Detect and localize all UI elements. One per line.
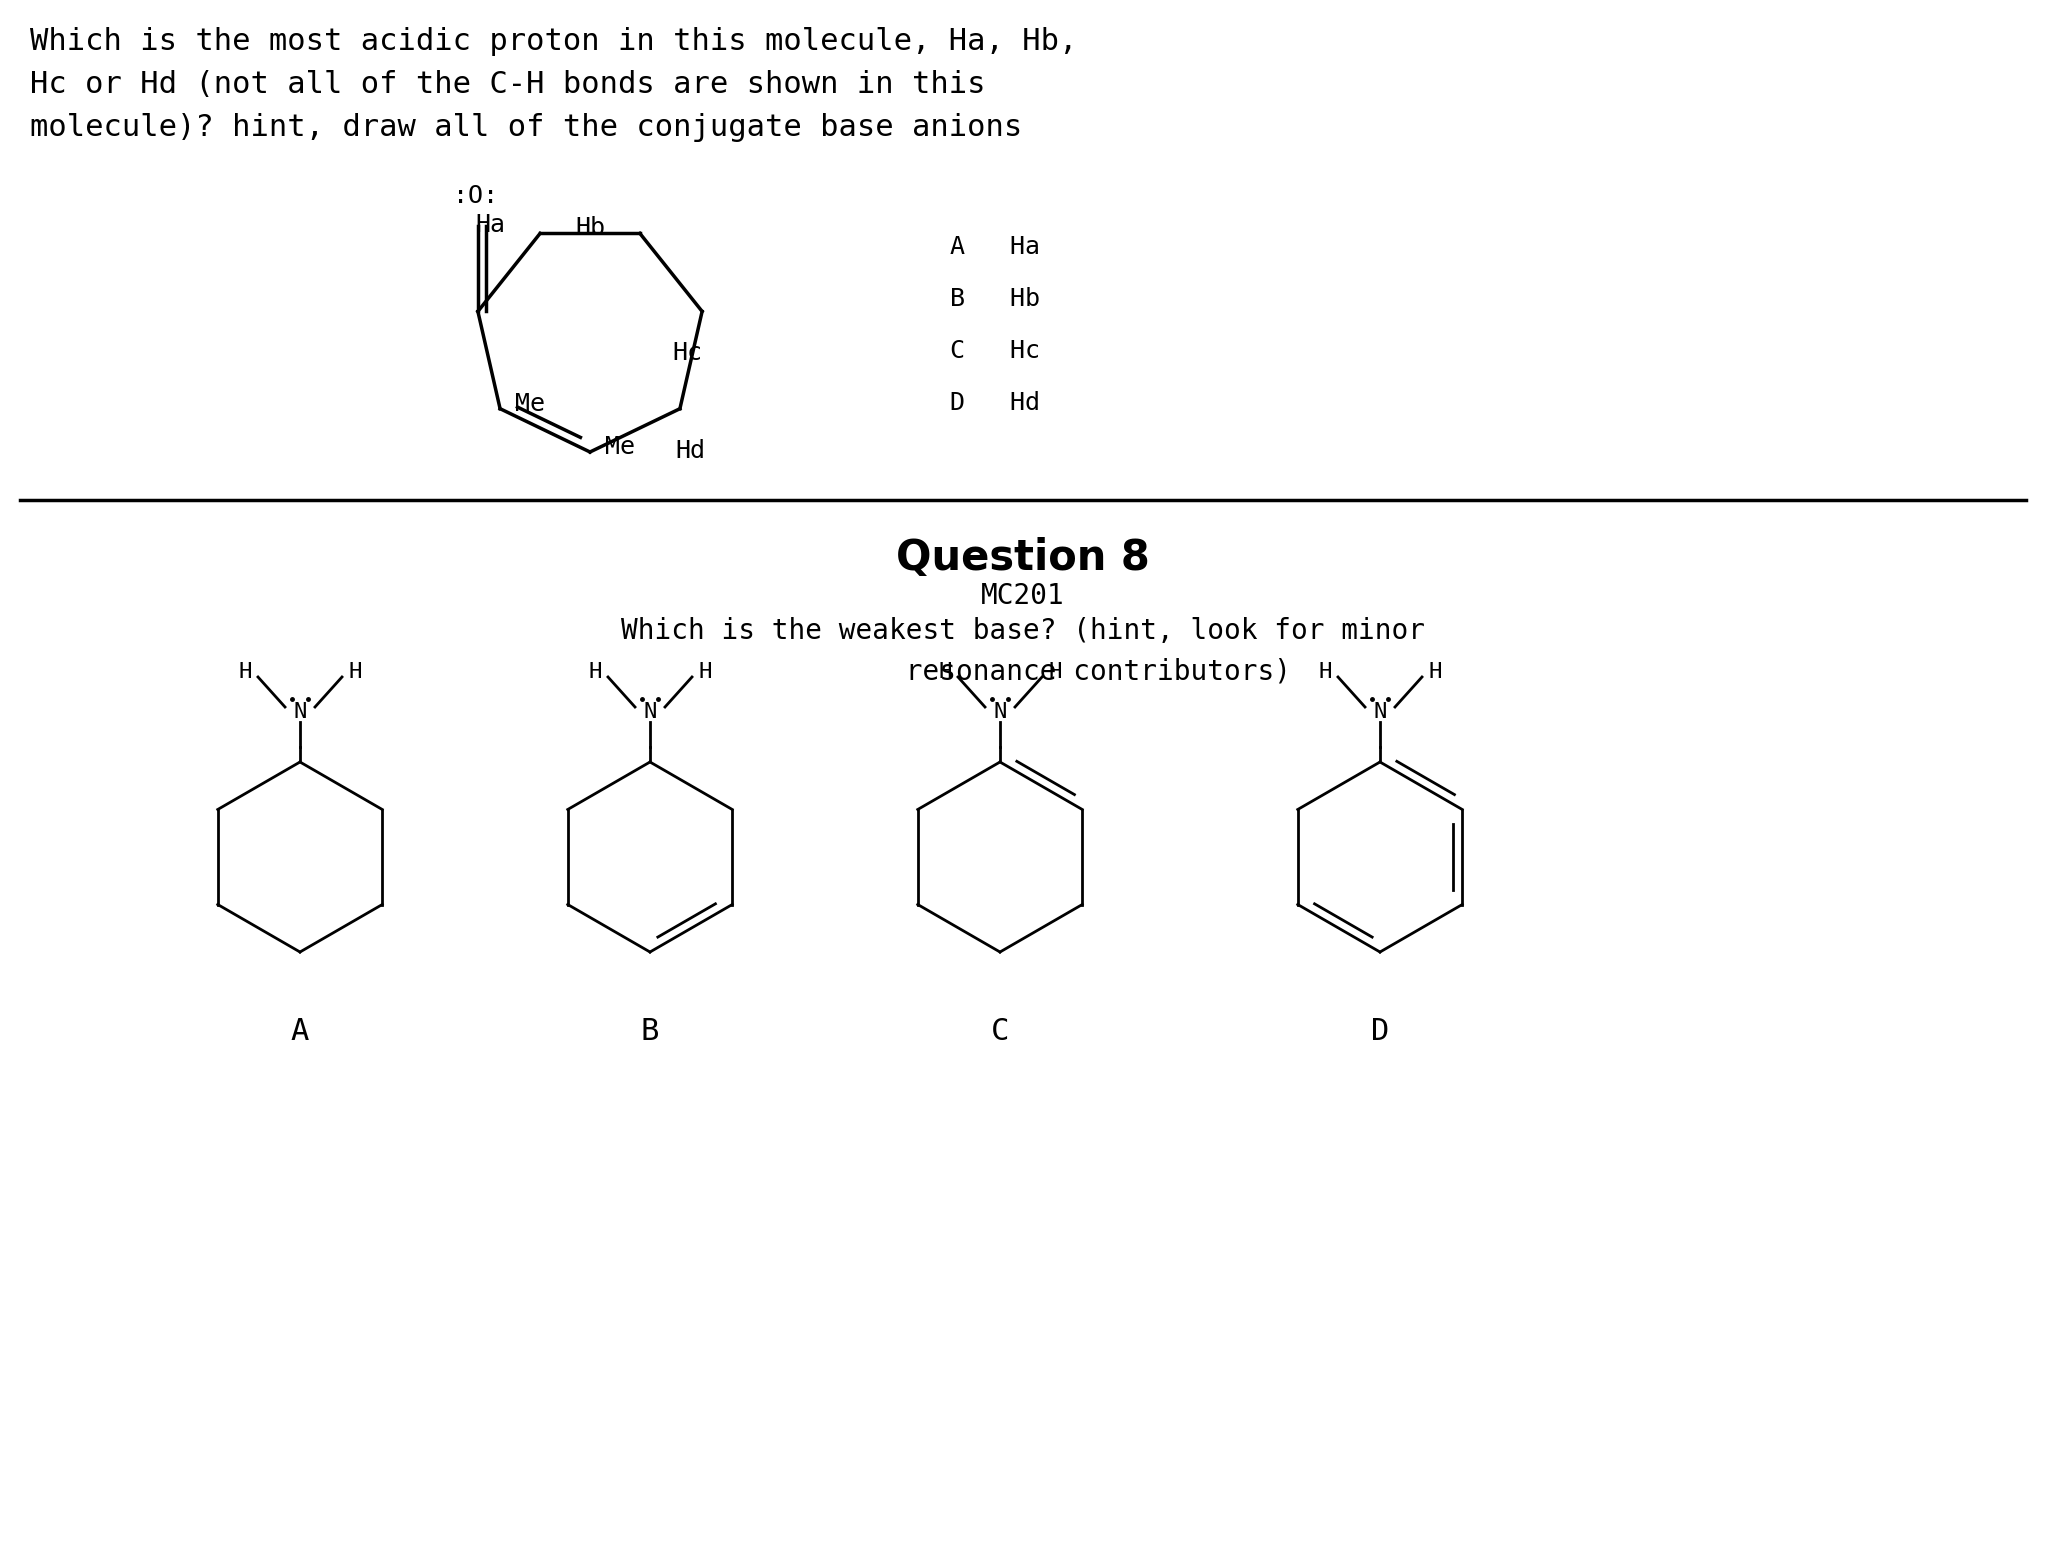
- Text: H: H: [698, 661, 712, 682]
- Text: D: D: [1371, 1017, 1389, 1047]
- Text: A: A: [291, 1017, 309, 1047]
- Text: C: C: [990, 1017, 1009, 1047]
- Text: Hb: Hb: [575, 216, 606, 240]
- Text: H: H: [1318, 661, 1332, 682]
- Text: H: H: [939, 661, 951, 682]
- Text: N: N: [293, 702, 307, 722]
- Text: C   Hc: C Hc: [949, 338, 1039, 364]
- Text: B: B: [640, 1017, 659, 1047]
- Text: A   Ha: A Ha: [949, 235, 1039, 259]
- Text: N: N: [992, 702, 1007, 722]
- Text: N: N: [1373, 702, 1387, 722]
- Text: D   Hd: D Hd: [949, 392, 1039, 415]
- Text: Question 8: Question 8: [896, 537, 1150, 578]
- Text: :O:: :O:: [454, 185, 499, 208]
- Text: B   Hb: B Hb: [949, 287, 1039, 310]
- Text: Hd: Hd: [675, 439, 706, 462]
- Text: Ha: Ha: [475, 213, 505, 237]
- Text: Which is the weakest base? (hint, look for minor: Which is the weakest base? (hint, look f…: [622, 617, 1424, 646]
- Text: Me: Me: [606, 436, 634, 459]
- Text: resonance contributors): resonance contributors): [755, 657, 1291, 685]
- Text: N: N: [642, 702, 657, 722]
- Text: H: H: [589, 661, 602, 682]
- Text: H: H: [348, 661, 362, 682]
- Text: MC201: MC201: [982, 581, 1064, 610]
- Text: Which is the most acidic proton in this molecule, Ha, Hb,
Hc or Hd (not all of t: Which is the most acidic proton in this …: [31, 27, 1078, 141]
- Text: H: H: [1428, 661, 1442, 682]
- Text: Hc: Hc: [673, 342, 702, 365]
- Text: H: H: [237, 661, 252, 682]
- Text: H: H: [1048, 661, 1062, 682]
- Text: Me: Me: [516, 392, 544, 415]
